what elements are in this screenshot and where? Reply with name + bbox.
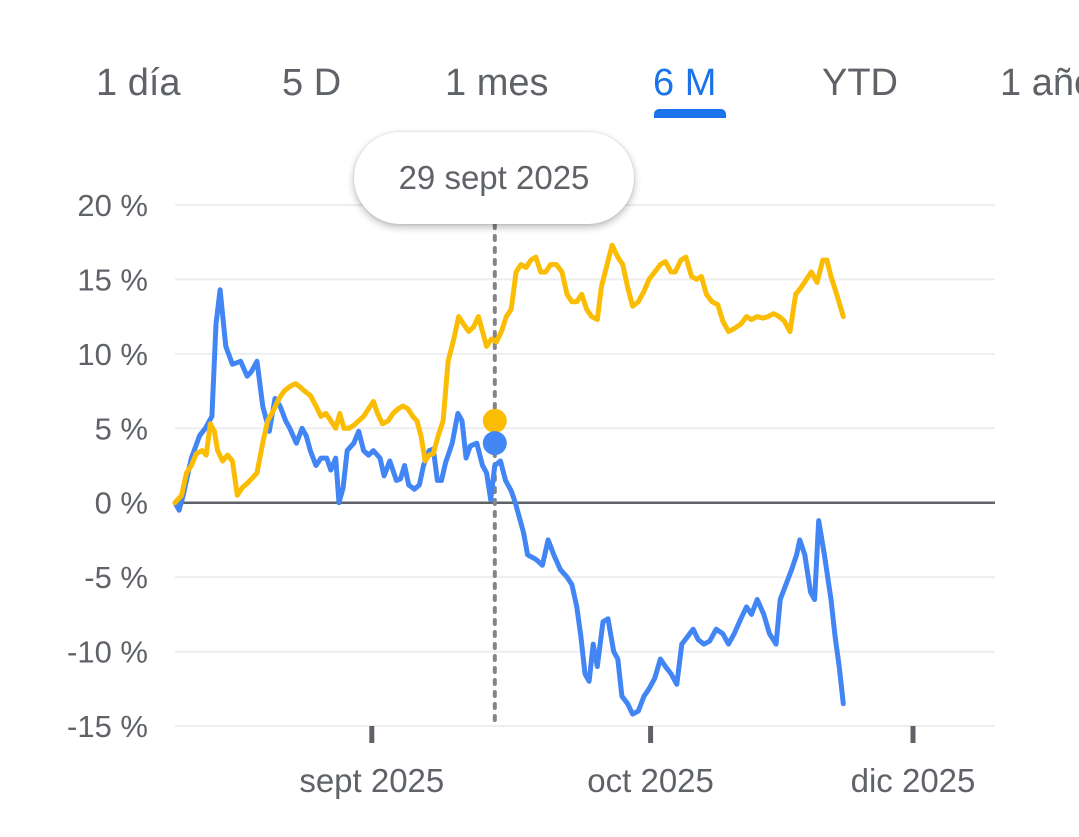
range-tabs: 1 día 5 D 1 mes 6 M YTD 1 año — [0, 0, 1079, 130]
y-tick-label: -15 % — [67, 709, 148, 744]
y-tick-label: 15 % — [77, 262, 148, 297]
x-tick-label: sept 2025 — [299, 762, 444, 799]
x-axis: sept 2025 oct 2025 dic 2025 — [299, 726, 975, 799]
y-tick-label: 5 % — [95, 411, 148, 446]
series-line-blue — [172, 287, 846, 717]
crosshair-dot-blue — [482, 431, 507, 456]
y-tick-label: 0 % — [95, 486, 148, 521]
x-tick-label: dic 2025 — [851, 762, 976, 799]
crosshair-dot-yellow — [482, 408, 507, 433]
y-tick-label: -5 % — [84, 560, 148, 595]
grid-lines — [175, 204, 995, 727]
crosshair-markers — [482, 408, 507, 456]
date-tooltip: 29 sept 2025 — [354, 132, 634, 224]
y-tick-label: 10 % — [77, 337, 148, 372]
tab-1-month[interactable]: 1 mes — [445, 62, 549, 104]
tooltip-date: 29 sept 2025 — [398, 159, 590, 196]
y-tick-label: 20 % — [77, 188, 148, 223]
y-tick-label: -10 % — [67, 635, 148, 670]
tab-5-days[interactable]: 5 D — [282, 62, 342, 104]
active-tab-indicator — [654, 109, 726, 118]
x-tick-label: oct 2025 — [587, 762, 714, 799]
tab-6-months[interactable]: 6 M — [653, 62, 717, 104]
y-axis-labels: 20 % 15 % 10 % 5 % 0 % -5 % -10 % -15 % — [67, 188, 148, 744]
series-lines — [172, 242, 846, 717]
series-line-yellow — [172, 242, 846, 506]
tab-ytd[interactable]: YTD — [822, 62, 898, 104]
tab-1-year[interactable]: 1 año — [1000, 62, 1079, 104]
tab-1-day[interactable]: 1 día — [96, 62, 181, 104]
